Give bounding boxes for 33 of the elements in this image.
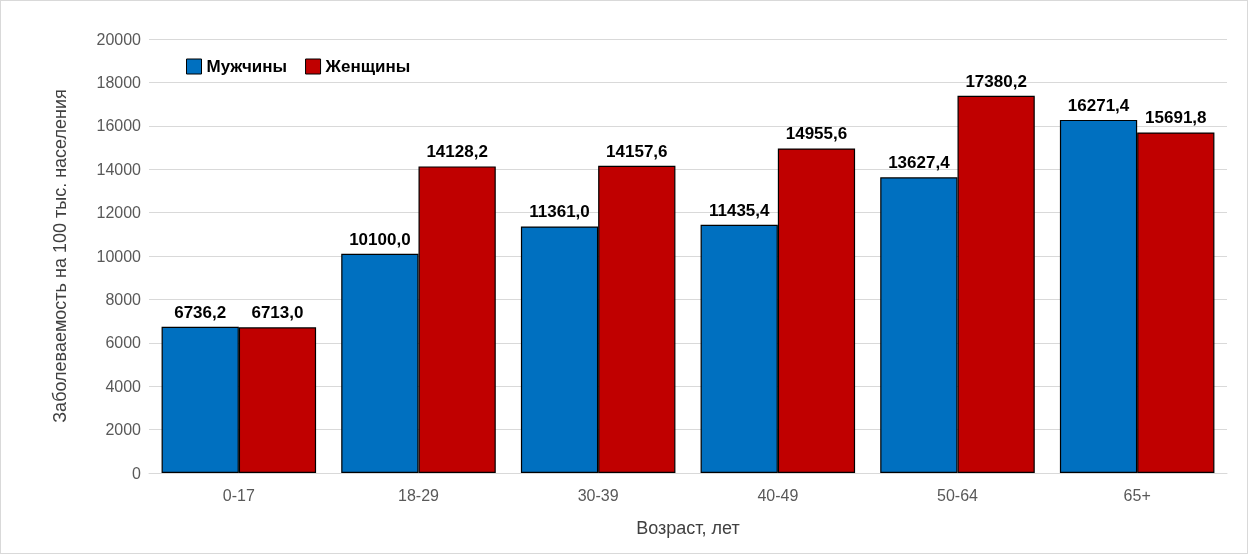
- x-tick-label: 0-17: [222, 486, 255, 504]
- data-label: 10100,0: [349, 229, 411, 249]
- y-tick-label: 18000: [96, 73, 142, 91]
- x-tick-label: 30-39: [577, 486, 619, 504]
- data-label: 15691,8: [1145, 108, 1207, 128]
- legend-label: Женщины: [324, 57, 411, 76]
- x-tick-label: 18-29: [398, 486, 440, 504]
- y-tick-label: 14000: [96, 160, 142, 178]
- y-tick-label: 6000: [105, 334, 142, 352]
- y-tick-label: 4000: [105, 377, 142, 395]
- y-tick-label: 20000: [96, 30, 142, 48]
- data-label: 14128,2: [426, 142, 488, 162]
- data-label: 16271,4: [1067, 95, 1130, 115]
- data-label: 17380,2: [965, 71, 1027, 91]
- y-tick-label: 16000: [96, 117, 142, 135]
- y-tick-label: 8000: [105, 290, 142, 308]
- data-label: 6713,0: [251, 303, 304, 323]
- y-tick-label: 0: [132, 464, 142, 482]
- y-tick-label: 10000: [96, 247, 142, 265]
- data-label: 11361,0: [529, 202, 590, 222]
- y-tick-label: 12000: [96, 204, 142, 222]
- data-label: 11435,4: [708, 200, 771, 220]
- x-axis-title: Возраст, лет: [636, 518, 740, 538]
- data-label: 13627,4: [888, 153, 951, 173]
- y-axis-title: Заболеваемость на 100 тыс. населения: [50, 89, 70, 423]
- data-label: 6736,2: [174, 302, 227, 322]
- y-tick-label: 2000: [105, 421, 142, 439]
- x-tick-label: 40-49: [757, 486, 799, 504]
- data-label: 14955,6: [785, 124, 848, 144]
- legend-label: Мужчины: [206, 57, 288, 76]
- data-label: 14157,6: [606, 141, 668, 161]
- x-tick-label: 50-64: [937, 486, 979, 504]
- x-tick-label: 65+: [1123, 486, 1151, 504]
